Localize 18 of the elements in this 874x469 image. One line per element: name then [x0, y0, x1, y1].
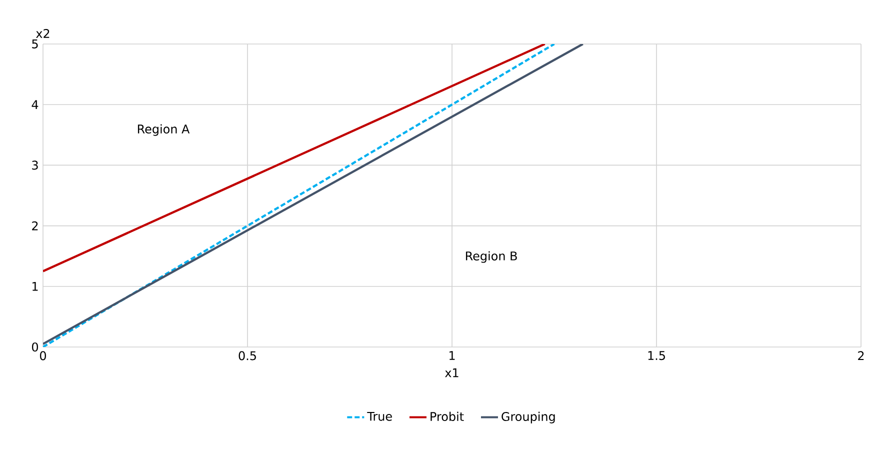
- legend-label: Grouping: [502, 412, 555, 424]
- annotation: Region A: [138, 124, 190, 136]
- legend-label: True: [367, 412, 392, 421]
- legend-label: Probit: [430, 412, 464, 422]
- y-tick-label: 1: [32, 282, 38, 291]
- y-tick-label: 5: [32, 40, 38, 48]
- annotation: Region B: [466, 251, 517, 263]
- y-tick-label: 2: [32, 221, 38, 230]
- x-axis-title: x1: [445, 368, 458, 378]
- y-axis-title: x2: [36, 28, 50, 38]
- y-tick-label: 3: [32, 160, 38, 170]
- x-tick-label: 1.5: [648, 351, 665, 360]
- x-tick-label: 1: [450, 351, 455, 360]
- y-tick-label: 0: [32, 342, 38, 352]
- y-tick-label: 4: [32, 100, 38, 109]
- x-tick-label: 2: [858, 351, 864, 360]
- x-tick-label: 0: [40, 351, 46, 360]
- x-tick-label: 0.5: [238, 351, 256, 360]
